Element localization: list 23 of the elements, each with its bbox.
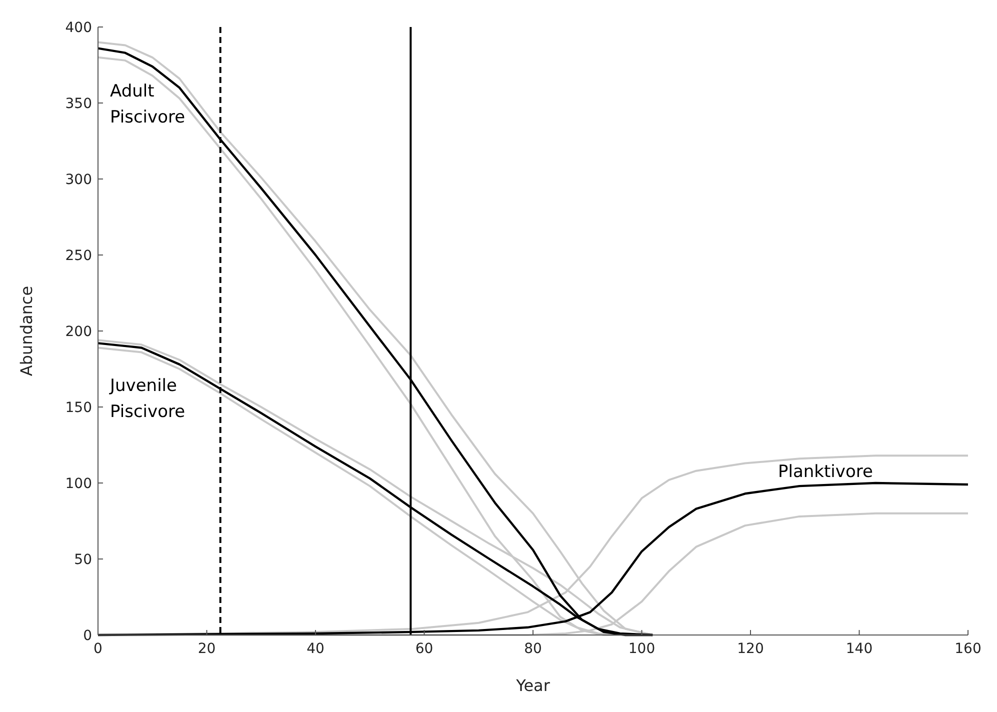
x-tick-label: 20 (198, 641, 216, 657)
x-tick-label: 0 (94, 641, 102, 657)
y-axis-title: Abundance (17, 286, 36, 376)
y-tick-label: 400 (65, 20, 92, 36)
y-tick-label: 300 (65, 172, 92, 188)
y-tick-label: 0 (83, 628, 92, 644)
x-tick-label: 100 (628, 641, 656, 657)
x-tick-label: 140 (846, 641, 873, 657)
y-tick-label: 250 (65, 248, 92, 264)
x-tick-label: 160 (954, 641, 982, 657)
series-label: Juvenile Piscivore (109, 376, 186, 422)
x-tick-label: 60 (415, 641, 434, 657)
series-label: Adult Piscivore (110, 81, 186, 128)
y-tick-label: 350 (65, 96, 92, 112)
x-tick-label: 120 (737, 641, 764, 657)
x-axis-title: Year (515, 676, 550, 695)
x-tick-label: 40 (306, 641, 324, 657)
y-tick-label: 200 (65, 324, 92, 340)
y-tick-label: 150 (65, 400, 92, 416)
y-tick-label: 100 (65, 476, 92, 492)
x-tick-label: 80 (524, 641, 542, 657)
series-label: Planktivore (778, 462, 873, 482)
y-tick-label: 50 (74, 552, 92, 568)
